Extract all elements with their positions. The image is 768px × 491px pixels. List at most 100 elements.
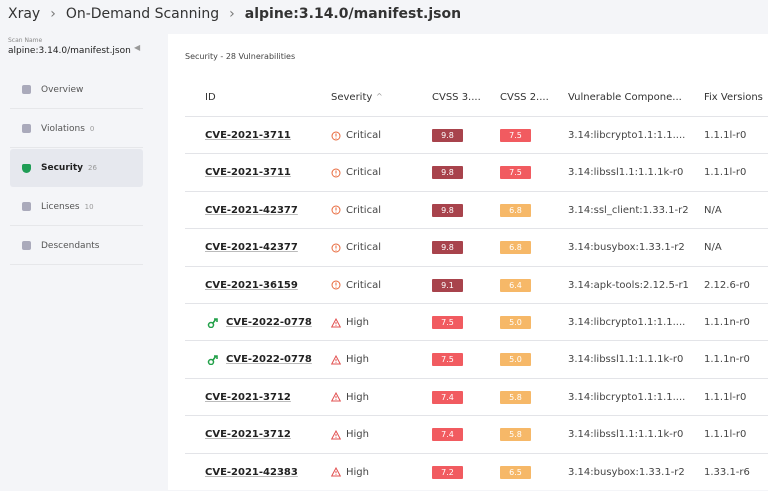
table-row[interactable]: CVE-2021-3712 High 7.4 5.8 3.14:libssl1.1:1.… bbox=[185, 415, 768, 452]
nav-item[interactable]: Security 26 bbox=[10, 149, 143, 187]
severity-cell: High bbox=[331, 379, 369, 416]
severity-cell: Critical bbox=[331, 192, 381, 229]
cve-link[interactable]: CVE-2021-42377 bbox=[205, 242, 298, 254]
cvss3-cell: 9.1 bbox=[432, 267, 463, 304]
nav-count: 0 bbox=[89, 124, 95, 133]
table-row[interactable]: CVE-2022-0778 High 7.5 5.0 3.14:libssl1.1:1.… bbox=[185, 340, 768, 377]
fix-version-cell: 1.1.1l-r0 bbox=[704, 117, 746, 154]
column-header[interactable]: Vulnerable Compone... bbox=[568, 92, 682, 103]
score-badge: 7.5 bbox=[500, 129, 531, 142]
score-badge: 6.5 bbox=[500, 465, 531, 479]
table-row[interactable]: CVE-2021-36159 Critical 9.1 6.4 3.14:apk-too… bbox=[185, 265, 768, 304]
nav-label: Security bbox=[41, 163, 84, 173]
fix-text: 2.12.6-r0 bbox=[704, 279, 750, 291]
cve-id-cell: CVE-2021-36159 bbox=[205, 267, 298, 304]
severity-icon bbox=[331, 317, 341, 327]
severity-cell: Critical bbox=[331, 267, 381, 304]
cve-id-cell: CVE-2021-3712 bbox=[205, 379, 291, 416]
fix-icon bbox=[207, 317, 218, 328]
nav-item[interactable]: Violations 0 bbox=[10, 110, 143, 148]
breadcrumb-separator: › bbox=[229, 6, 235, 22]
component-text: 3.14:libcrypto1.1:1.1.... bbox=[568, 317, 686, 328]
nav-count: 10 bbox=[84, 202, 94, 211]
sort-indicator[interactable]: ^ bbox=[376, 92, 383, 101]
component-text: 3.14:libcrypto1.1:1.1.... bbox=[568, 391, 686, 403]
nav-item[interactable]: Overview bbox=[10, 71, 143, 109]
fix-icon bbox=[207, 355, 218, 365]
severity-cell: High bbox=[331, 454, 369, 491]
score-badge: 9.8 bbox=[432, 241, 463, 255]
score-badge: 5.0 bbox=[500, 353, 531, 367]
cve-link[interactable]: CVE-2021-3711 bbox=[205, 167, 291, 179]
severity-label: Critical bbox=[346, 167, 381, 179]
score-badge: 9.8 bbox=[432, 203, 463, 217]
score-badge: 6.8 bbox=[500, 241, 531, 255]
severity-icon bbox=[331, 205, 341, 215]
sidebar: Scan Name alpine:3.14.0/manifest.json ◀ … bbox=[0, 34, 160, 490]
section-title: Security - 28 Vulnerabilities bbox=[185, 52, 296, 61]
table-row[interactable]: CVE-2022-0778 High 7.5 5.0 3.14:libcrypto1.1… bbox=[185, 303, 768, 340]
fix-text: 1.1.1l-r0 bbox=[704, 391, 747, 403]
cvss2-cell: 6.5 bbox=[500, 454, 531, 491]
column-header[interactable]: CVSS 3.... bbox=[432, 92, 481, 103]
column-header[interactable]: Severity bbox=[331, 92, 373, 103]
severity-label: High bbox=[346, 429, 369, 441]
component-cell: 3.14:busybox:1.33.1-r2 bbox=[568, 454, 685, 491]
component-cell: 3.14:libssl1.1:1.1.1k-r0 bbox=[568, 416, 683, 453]
scan-name-label: Scan Name bbox=[8, 37, 43, 44]
table-row[interactable]: CVE-2021-3712 High 7.4 5.8 3.14:libcrypto1.1… bbox=[185, 377, 768, 416]
cve-link[interactable]: CVE-2021-42377 bbox=[205, 204, 298, 216]
fix-text: 1.1.1l-r0 bbox=[704, 167, 747, 179]
breadcrumb-item: alpine:3.14.0/manifest.json bbox=[244, 6, 462, 22]
cve-link[interactable]: CVE-2022-0778 bbox=[226, 354, 312, 366]
cvss2-cell: 5.0 bbox=[500, 304, 531, 341]
breadcrumb-item[interactable]: On-Demand Scanning bbox=[65, 6, 220, 22]
table-row[interactable]: CVE-2021-3711 Critical 9.8 7.5 3.14:libcrypt… bbox=[185, 116, 768, 153]
column-header[interactable]: CVSS 2.... bbox=[500, 92, 549, 103]
cve-id-cell: CVE-2021-42377 bbox=[205, 192, 298, 229]
component-text: 3.14:ssl_client:1.33.1-r2 bbox=[568, 204, 689, 216]
breadcrumb-item[interactable]: Xray bbox=[8, 6, 41, 22]
cvss3-cell: 7.5 bbox=[432, 341, 463, 378]
nav-item[interactable]: Licenses 10 bbox=[10, 188, 143, 226]
fix-version-cell: 2.12.6-r0 bbox=[704, 267, 750, 304]
column-header[interactable]: Fix Versions bbox=[704, 92, 763, 103]
component-text: 3.14:libssl1.1:1.1.1k-r0 bbox=[568, 167, 684, 179]
score-badge: 6.4 bbox=[500, 278, 531, 292]
cve-id-cell: CVE-2022-0778 bbox=[205, 304, 312, 341]
table-row[interactable]: CVE-2021-42383 High 7.2 6.5 3.14:busybox:1.3… bbox=[185, 452, 768, 491]
cvss3-cell: 9.8 bbox=[432, 229, 463, 266]
score-badge: 5.8 bbox=[500, 428, 531, 442]
cve-link[interactable]: CVE-2021-3712 bbox=[205, 391, 291, 403]
collapse-icon[interactable]: ◀ bbox=[134, 43, 141, 52]
nav-icon bbox=[22, 124, 31, 133]
cve-link[interactable]: CVE-2021-3712 bbox=[205, 429, 291, 441]
cvss2-cell: 6.4 bbox=[500, 267, 531, 304]
cve-link[interactable]: CVE-2021-36159 bbox=[205, 279, 298, 291]
cvss3-cell: 9.8 bbox=[432, 117, 463, 154]
cvss2-cell: 5.8 bbox=[500, 379, 531, 416]
table-row[interactable]: CVE-2021-42377 Critical 9.8 6.8 3.14:busybox… bbox=[185, 228, 768, 265]
fix-version-cell: N/A bbox=[704, 229, 722, 266]
nav-item[interactable]: Descendants bbox=[10, 227, 143, 265]
score-badge: 9.1 bbox=[432, 278, 463, 292]
severity-icon bbox=[331, 392, 341, 402]
fix-text: 1.33.1-r6 bbox=[704, 466, 750, 478]
cve-link[interactable]: CVE-2021-42383 bbox=[205, 466, 298, 478]
cve-link[interactable]: CVE-2022-0778 bbox=[226, 317, 312, 328]
column-header[interactable]: ID bbox=[205, 92, 216, 103]
table-row[interactable]: CVE-2021-42377 Critical 9.8 6.8 3.14:ssl_cli… bbox=[185, 190, 768, 229]
severity-label: Critical bbox=[346, 130, 381, 141]
severity-label: High bbox=[346, 317, 369, 328]
severity-label: High bbox=[346, 466, 369, 478]
severity-icon bbox=[331, 131, 341, 140]
table-row[interactable]: CVE-2021-3711 Critical 9.8 7.5 3.14:libssl1.… bbox=[185, 153, 768, 190]
scan-name: alpine:3.14.0/manifest.json bbox=[8, 46, 131, 56]
score-badge: 7.4 bbox=[432, 390, 463, 404]
score-badge: 7.4 bbox=[432, 428, 463, 442]
cve-link[interactable]: CVE-2021-3711 bbox=[205, 130, 291, 141]
component-cell: 3.14:busybox:1.33.1-r2 bbox=[568, 229, 685, 266]
severity-label: Critical bbox=[346, 242, 381, 254]
score-badge: 7.5 bbox=[432, 316, 463, 329]
